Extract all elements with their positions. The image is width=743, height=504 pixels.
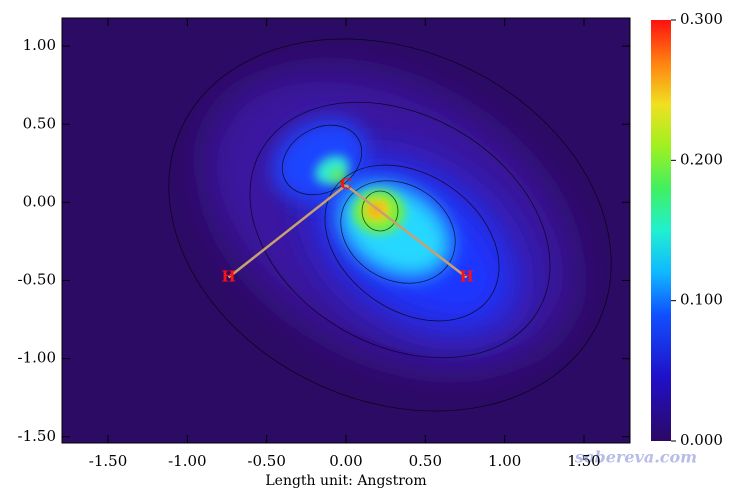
colorbar-tick-label: 0.000 xyxy=(680,431,723,449)
x-tick-label: 1.50 xyxy=(567,452,600,470)
colorbar-tick-label: 0.200 xyxy=(680,150,723,168)
y-tick-label: 0.50 xyxy=(23,114,56,132)
bond xyxy=(227,184,347,279)
y-tick-label: -1.00 xyxy=(18,349,56,367)
bond xyxy=(345,184,468,279)
atom-label: H xyxy=(221,267,235,285)
y-tick-label: -1.50 xyxy=(18,427,56,445)
x-axis-label: Length unit: Angstrom xyxy=(265,473,426,489)
colorbar xyxy=(651,20,671,441)
colorbar-tick-label: 0.300 xyxy=(680,10,723,28)
atom-label: H xyxy=(459,267,473,285)
y-tick-label: 0.00 xyxy=(23,192,56,210)
y-tick-label: 1.00 xyxy=(23,36,56,54)
atom-label: C xyxy=(340,175,352,193)
watermark: sobereva.com xyxy=(574,448,697,467)
heatmap xyxy=(62,18,630,443)
atoms: C H H xyxy=(221,175,473,285)
x-tick-label: -0.50 xyxy=(247,452,285,470)
colorbar-tick-label: 0.100 xyxy=(680,291,723,309)
x-tick-label: 0.00 xyxy=(329,452,362,470)
y-tick-label: -0.50 xyxy=(18,271,56,289)
x-tick-label: -1.50 xyxy=(89,452,127,470)
x-tick-label: 1.00 xyxy=(488,452,521,470)
x-tick-label: 0.50 xyxy=(409,452,442,470)
x-tick-label: -1.00 xyxy=(168,452,206,470)
